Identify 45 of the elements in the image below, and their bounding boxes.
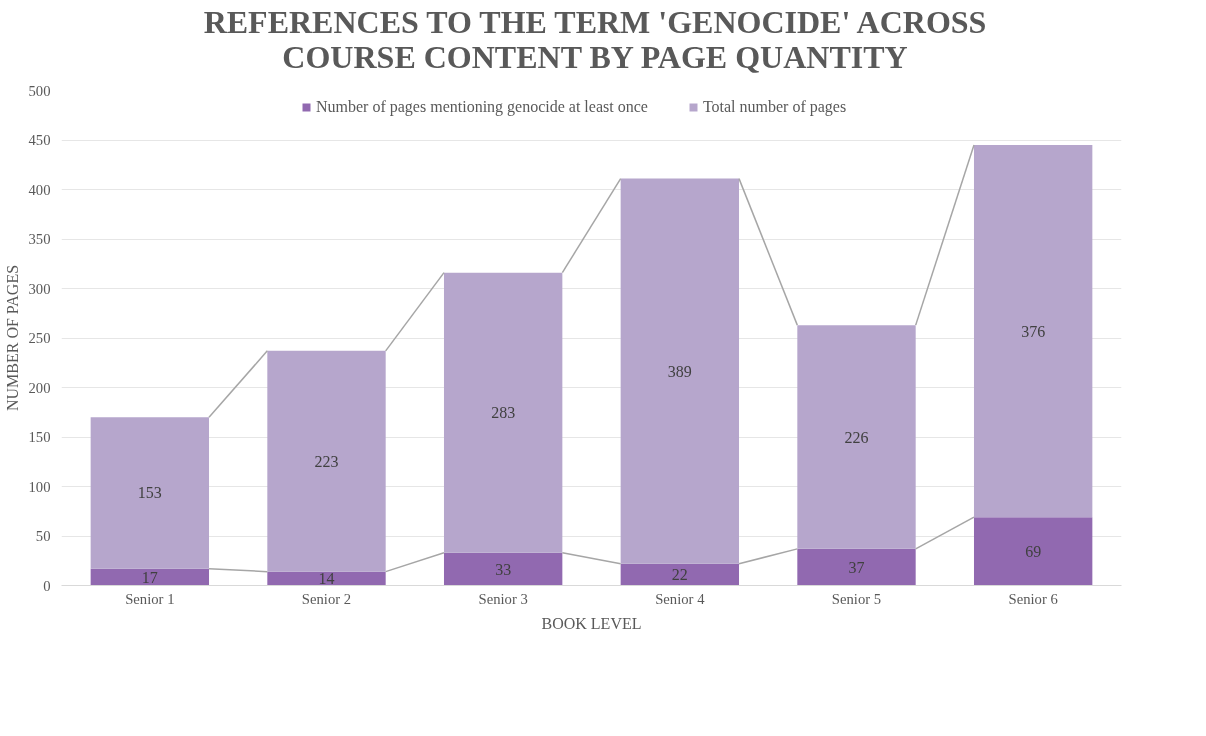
data-label: 226 — [844, 428, 869, 446]
data-label: 223 — [314, 453, 339, 471]
y-tick-label: 350 — [28, 231, 51, 248]
data-label: 153 — [137, 484, 162, 502]
y-tick-label: 150 — [28, 429, 51, 446]
y-tick-label: 50 — [35, 528, 51, 545]
data-label: 389 — [667, 363, 692, 381]
data-label: 283 — [491, 404, 516, 422]
y-tick-label: 200 — [28, 379, 51, 396]
y-tick-label: 0 — [43, 577, 51, 594]
y-tick-label: 400 — [28, 181, 51, 198]
data-label: 33 — [495, 561, 512, 579]
bar — [797, 325, 916, 550]
legend-label: Number of pages mentioning genocide at least once — [316, 98, 648, 117]
x-tick-label: Senior 2 — [301, 590, 352, 607]
y-tick-label: 250 — [28, 330, 51, 347]
data-label: 69 — [1025, 543, 1042, 561]
data-label: 37 — [848, 559, 865, 577]
x-tick-label: Senior 6 — [1008, 590, 1058, 607]
x-tick-label: Senior 4 — [655, 590, 706, 607]
y-tick-label: 300 — [28, 280, 51, 297]
bar — [267, 351, 386, 573]
bar — [90, 569, 210, 586]
data-label: 22 — [671, 566, 688, 584]
x-tick-label: Senior 5 — [831, 590, 882, 607]
bar — [443, 273, 563, 554]
data-label: 376 — [1021, 322, 1046, 340]
y-tick-label: 450 — [28, 132, 51, 149]
bar — [973, 145, 1093, 518]
bar — [620, 564, 740, 586]
bar — [797, 549, 916, 586]
x-axis-title: BOOK LEVEL — [541, 614, 642, 632]
bar — [973, 517, 1093, 586]
chart-title: REFERENCES TO THE TERM 'GENOCIDE' ACROSS COURSE CONTENT BY PAGE QUANTITY — [202, 4, 988, 76]
data-label: 17 — [141, 568, 158, 586]
legend-label: Total number of pages — [702, 98, 847, 117]
x-tick-label: Senior 1 — [125, 590, 175, 607]
x-tick-label: Senior 3 — [478, 590, 528, 607]
bar — [620, 178, 740, 565]
bar — [443, 553, 563, 586]
bar — [90, 417, 210, 570]
y-tick-label: 500 — [28, 82, 51, 99]
y-axis-title: NUMBER OF PAGES — [3, 265, 21, 412]
y-tick-label: 100 — [28, 478, 51, 495]
data-label: 14 — [318, 570, 335, 588]
